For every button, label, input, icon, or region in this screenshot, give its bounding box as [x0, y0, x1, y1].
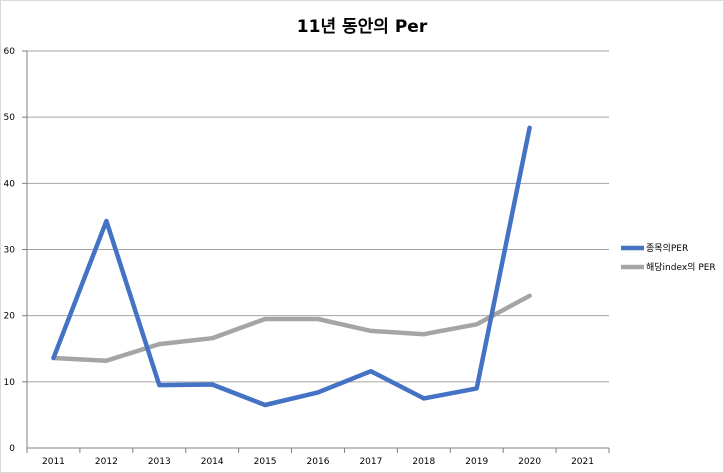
y-tick-labels: 0 10 20 30 40 50 60 — [4, 47, 16, 454]
legend: 종목의PER 해당index의 PER — [621, 243, 716, 273]
y-tick-label: 0 — [9, 444, 15, 454]
x-tick-label: 2020 — [518, 457, 541, 467]
y-tick-label: 50 — [4, 113, 16, 123]
series-line-1 — [51, 125, 532, 408]
series-line-2 — [51, 293, 532, 363]
axes — [22, 50, 610, 453]
legend-label: 종목의PER — [646, 243, 688, 254]
x-tick-label: 2017 — [359, 457, 382, 467]
x-tick-label: 2018 — [412, 457, 435, 467]
x-tick-label: 2021 — [571, 457, 594, 467]
x-tick-label: 2011 — [42, 457, 65, 467]
x-tick-label: 2013 — [148, 457, 171, 467]
series-lines — [51, 125, 532, 408]
y-tick-label: 30 — [4, 246, 16, 256]
y-tick-label: 10 — [4, 378, 16, 388]
y-tick-label: 60 — [4, 47, 16, 57]
x-tick-label: 2016 — [307, 457, 330, 467]
x-tick-label: 2012 — [95, 457, 118, 467]
x-tick-label: 2014 — [201, 457, 224, 467]
x-tick-label: 2015 — [254, 457, 277, 467]
x-tick-label: 2019 — [465, 457, 488, 467]
gridlines — [27, 50, 609, 383]
y-tick-label: 40 — [4, 179, 16, 189]
y-tick-label: 20 — [4, 312, 16, 322]
chart-title: 11년 동안의 Per — [297, 17, 428, 37]
x-tick-labels: 2011 2012 2013 2014 2015 2016 2017 2018 2019 2020… — [42, 457, 594, 467]
legend-label: 해당index의 PER — [646, 262, 716, 273]
